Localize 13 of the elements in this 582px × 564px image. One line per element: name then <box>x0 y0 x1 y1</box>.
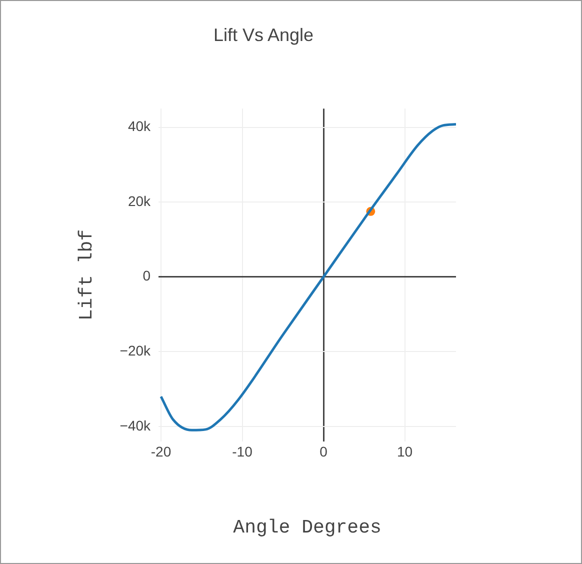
chart-title: Lift Vs Angle <box>213 24 314 45</box>
x-tick-label: -20 <box>150 444 172 460</box>
x-tick-label: -10 <box>232 444 253 460</box>
x-axis-title: Angle Degrees <box>233 516 382 539</box>
y-tick-label: −20k <box>120 342 152 359</box>
x-tick-label: 10 <box>397 444 413 460</box>
y-tick-label: 20k <box>128 192 152 209</box>
y-axis-title: Lift lbf <box>75 229 98 321</box>
x-tick-label: 0 <box>320 444 328 460</box>
y-tick-label: 40k <box>128 118 152 134</box>
y-tick-label: 0 <box>142 268 151 284</box>
y-tick-label: −40k <box>120 417 152 434</box>
line-series <box>160 123 456 432</box>
